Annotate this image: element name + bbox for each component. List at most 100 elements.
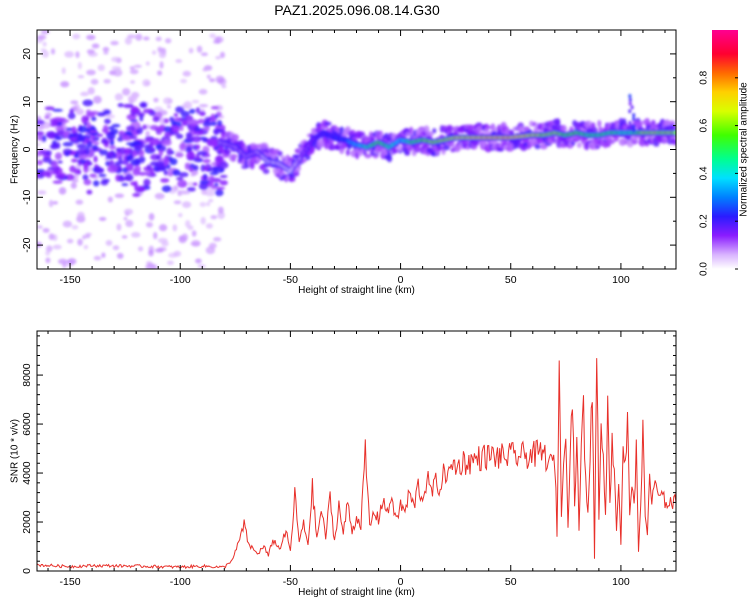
- noise-blob: [37, 142, 41, 147]
- noise-blob: [163, 97, 173, 105]
- band-blob: [131, 106, 139, 113]
- band-blob: [89, 173, 97, 178]
- band-blob: [184, 143, 194, 148]
- noise-blob: [103, 78, 111, 84]
- colorbar-tick-label: 0.8: [699, 70, 710, 84]
- noise-blob: [198, 104, 209, 108]
- ridge-halo: [260, 142, 269, 150]
- noise-blob: [217, 206, 224, 214]
- band-blob: [163, 126, 172, 133]
- band-blob: [54, 152, 63, 160]
- noise-blob: [77, 238, 83, 246]
- band-blob: [77, 126, 89, 133]
- noise-blob: [71, 179, 79, 183]
- ridge-halo: [364, 153, 372, 159]
- band-blob: [50, 119, 59, 126]
- snr-y-tick-label: 0: [21, 568, 33, 574]
- ridge-halo: [432, 128, 437, 134]
- colorbar-tick-label: 0.6: [699, 118, 710, 132]
- noise-blob: [201, 188, 208, 195]
- noise-blob: [151, 50, 157, 55]
- noise-blob: [131, 232, 141, 238]
- ridge-halo: [668, 120, 676, 125]
- noise-blob: [77, 75, 85, 79]
- noise-blob: [167, 260, 174, 265]
- ridge-halo: [554, 118, 561, 126]
- noise-blob: [144, 81, 151, 86]
- band-blob: [100, 139, 110, 144]
- band-blob: [163, 157, 170, 166]
- noise-blob: [37, 241, 43, 248]
- noise-blob: [83, 244, 89, 250]
- band-blob: [49, 143, 59, 150]
- noise-blob: [137, 246, 144, 252]
- heat-x-tick-label: 0: [398, 274, 404, 286]
- noise-blob: [202, 67, 208, 72]
- band-blob: [195, 107, 201, 114]
- noise-blob: [135, 33, 143, 41]
- noise-blob: [166, 104, 172, 109]
- band-blob: [76, 143, 87, 149]
- noise-blob: [200, 52, 208, 57]
- band-blob: [82, 99, 94, 107]
- band-blob: [154, 161, 165, 167]
- noise-blob: [80, 91, 89, 97]
- noise-blob: [40, 48, 47, 52]
- band-blob: [131, 150, 139, 157]
- noise-blob: [75, 199, 84, 205]
- spike-blob: [632, 128, 636, 133]
- band-blob: [87, 154, 92, 159]
- band-blob: [77, 135, 86, 142]
- band-blob: [96, 133, 104, 137]
- band-blob: [142, 108, 154, 114]
- band-blob: [175, 152, 184, 158]
- band-blob: [214, 182, 219, 187]
- band-blob: [175, 106, 185, 113]
- band-blob: [213, 129, 220, 136]
- noise-blob: [48, 199, 54, 208]
- noise-blob: [155, 36, 162, 42]
- noise-blob: [111, 66, 122, 71]
- ridge-halo: [324, 121, 332, 126]
- noise-blob: [209, 33, 216, 39]
- noise-blob: [180, 78, 188, 84]
- noise-blob: [173, 250, 182, 257]
- heat-y-tick-label: 20: [21, 48, 33, 60]
- noise-blob: [196, 45, 203, 53]
- band-blob: [163, 170, 168, 176]
- noise-blob: [52, 244, 62, 250]
- noise-blob: [105, 239, 113, 246]
- noise-blob: [217, 211, 225, 220]
- band-blob: [161, 185, 172, 193]
- band-blob: [219, 174, 228, 179]
- band-blob: [65, 127, 74, 132]
- band-blob: [40, 171, 52, 177]
- band-blob: [146, 164, 152, 170]
- noise-blob: [61, 67, 66, 75]
- band-blob: [41, 135, 47, 143]
- noise-blob: [128, 96, 138, 103]
- band-blob: [134, 158, 140, 166]
- band-blob: [125, 142, 137, 146]
- band-blob: [185, 146, 192, 153]
- noise-blob: [217, 78, 224, 83]
- band-blob: [149, 148, 156, 152]
- noise-blob: [58, 187, 67, 195]
- band-blob: [173, 113, 179, 117]
- band-blob: [130, 135, 138, 140]
- band-blob: [200, 164, 206, 172]
- snr-y-axis-label: SNR (10 * v/v): [10, 419, 21, 483]
- noise-blob: [86, 49, 95, 54]
- ridge-halo: [425, 131, 434, 138]
- band-blob: [203, 126, 210, 131]
- noise-blob: [45, 257, 51, 264]
- band-blob: [55, 136, 63, 141]
- band-blob: [214, 189, 224, 197]
- noise-blob: [164, 38, 172, 44]
- band-blob: [99, 149, 109, 156]
- noise-blob: [129, 69, 139, 75]
- band-blob: [77, 153, 89, 160]
- noise-blob: [178, 235, 183, 242]
- band-blob: [176, 176, 184, 181]
- noise-blob: [110, 40, 119, 46]
